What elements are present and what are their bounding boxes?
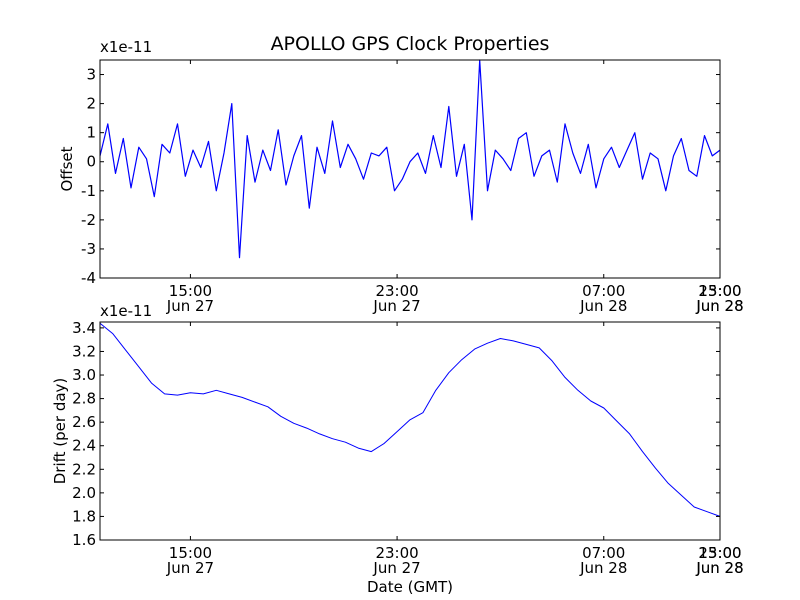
- drift-y-tick-label: 3.2: [72, 342, 96, 360]
- drift-scale-label: x1e-11: [100, 302, 152, 320]
- drift-x-tick-time: 07:00: [582, 544, 625, 562]
- drift-y-tick-label: 2.6: [72, 413, 96, 431]
- drift-x-tick-time: 15:00: [169, 544, 212, 562]
- drift-x-tick-date: Jun 27: [166, 559, 214, 577]
- drift-x-tick-date: Jun 28: [695, 559, 743, 577]
- offset-y-tick-label: -3: [81, 240, 96, 258]
- drift-series-line: [99, 322, 721, 517]
- offset-series-line: [99, 59, 721, 259]
- offset-y-tick-label: 3: [86, 66, 96, 84]
- offset-x-tick-time: 15:00: [698, 282, 741, 300]
- drift-x-axis-label: Date (GMT): [367, 578, 453, 596]
- drift-y-tick-label: 1.6: [72, 531, 96, 549]
- offset-x-tick-time: 07:00: [582, 282, 625, 300]
- drift-y-tick-label: 3.0: [72, 366, 96, 384]
- offset-x-tick-date: Jun 27: [372, 297, 420, 315]
- drift-y-tick-label: 2.4: [72, 437, 96, 455]
- chart-title: APOLLO GPS Clock Properties: [271, 33, 550, 55]
- drift-x-tick-time: 23:00: [698, 544, 741, 562]
- drift-y-axis-label: Drift (per day): [51, 378, 69, 485]
- offset-panel: APOLLO GPS Clock Properties x1e-11 -4-3-…: [58, 33, 744, 315]
- drift-axes-frame: [99, 321, 721, 541]
- offset-axes-frame: [99, 59, 721, 279]
- offset-x-tick-date: Jun 27: [166, 297, 214, 315]
- offset-x-tick-time: 15:00: [169, 282, 212, 300]
- offset-x-tick-date: Jun 28: [579, 297, 627, 315]
- offset-x-tick-time: 23:00: [698, 282, 741, 300]
- offset-y-tick-label: 0: [86, 153, 96, 171]
- offset-y-tick-label: 2: [86, 95, 96, 113]
- offset-y-tick-label: -2: [81, 211, 96, 229]
- drift-y-ticks: 1.6 1.8 2.0 2.2 2.4 2.6 2.8 3.0 3.2 3.4: [72, 319, 720, 549]
- drift-x-tick-date: Jun 28: [695, 559, 743, 577]
- offset-series-group: [99, 59, 721, 259]
- offset-scale-label: x1e-11: [100, 38, 152, 56]
- offset-x-tick-date: Jun 28: [695, 297, 743, 315]
- offset-y-tick-label: -4: [81, 269, 96, 287]
- drift-y-tick-label: 3.4: [72, 319, 96, 337]
- drift-y-tick-label: 2.8: [72, 390, 96, 408]
- offset-x-tick-date: Jun 28: [695, 297, 743, 315]
- drift-x-tick-date: Jun 28: [579, 559, 627, 577]
- drift-y-tick-label: 1.8: [72, 507, 96, 525]
- drift-x-tick-time: 15:00: [698, 544, 741, 562]
- drift-y-tick-label: 2.2: [72, 460, 96, 478]
- offset-y-ticks: -4 -3 -2 -1 0 1 2 3: [81, 66, 720, 287]
- offset-y-tick-label: -1: [81, 182, 96, 200]
- offset-y-tick-label: 1: [86, 124, 96, 142]
- drift-panel: x1e-11 1.6 1.8 2.0 2.2 2.4 2.6 2.8 3.0 3.2 3.4 15…: [51, 302, 744, 596]
- offset-x-tick-time: 23:00: [375, 282, 418, 300]
- drift-y-tick-label: 2.0: [72, 484, 96, 502]
- offset-y-axis-label: Offset: [58, 146, 76, 191]
- drift-x-tick-date: Jun 27: [372, 559, 420, 577]
- drift-x-tick-time: 23:00: [375, 544, 418, 562]
- drift-series-group: [99, 322, 721, 517]
